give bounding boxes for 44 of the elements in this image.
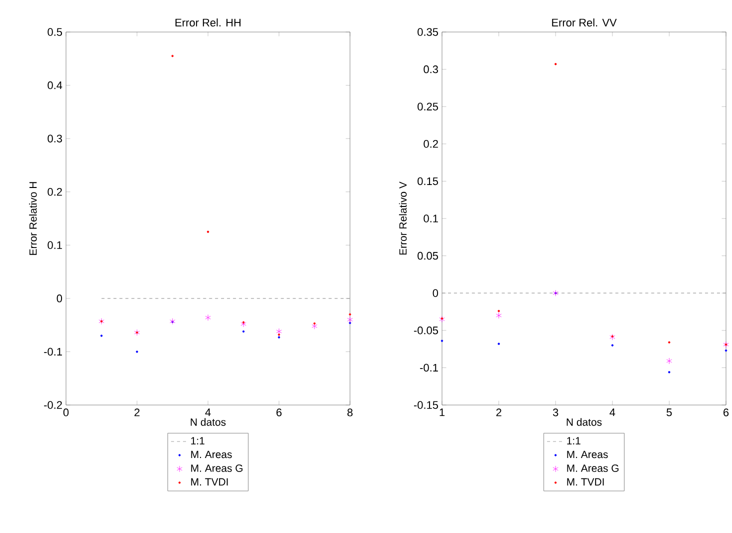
- x-tick-label: 8: [347, 408, 353, 416]
- y-axis-title: Error Relativo V: [398, 182, 407, 255]
- x-tick-label: 2: [496, 408, 502, 416]
- chart-title: Error Rel. VV: [552, 18, 617, 26]
- x-tick-label: 4: [610, 408, 616, 416]
- x-tick-label: 6: [724, 408, 729, 416]
- legend-label: M. Areas: [567, 450, 608, 458]
- x-tick-label: 0: [63, 408, 69, 416]
- y-tick-label: 0.15: [418, 177, 438, 186]
- y-tick-label: 0.1: [48, 241, 62, 250]
- y-tick-label: -0.2: [44, 401, 62, 409]
- x-tick-label: 6: [276, 408, 282, 416]
- y-tick-label: -0.15: [414, 401, 438, 409]
- y-tick-label: 0.05: [418, 252, 438, 260]
- y-tick-label: 0.3: [48, 134, 62, 142]
- x-tick-label: 5: [666, 408, 672, 416]
- y-tick-label: 0.5: [48, 28, 62, 36]
- chart-title: Error Rel. HH: [176, 18, 240, 26]
- legend-label: M. Areas G: [191, 464, 242, 472]
- y-tick-label: 0: [432, 289, 438, 297]
- y-tick-label: 0.1: [424, 214, 438, 222]
- y-tick-label: -0.1: [44, 348, 62, 356]
- x-tick-label: 1: [440, 408, 445, 416]
- legend-label: M. TVDI: [567, 478, 604, 486]
- legend-label: M. Areas: [191, 450, 232, 458]
- legend-label: 1:1: [191, 437, 204, 444]
- y-axis-title: Error Relativo H: [29, 182, 37, 255]
- y-tick-label: 0.35: [418, 28, 438, 36]
- y-tick-label: 0.3: [424, 65, 438, 74]
- y-tick-label: 0.2: [48, 188, 62, 196]
- y-tick-label: 0.25: [418, 102, 438, 110]
- y-tick-label: 0: [56, 294, 62, 302]
- y-tick-label: 0.4: [48, 81, 62, 90]
- x-tick-label: 4: [205, 408, 211, 416]
- legend-label: M. TVDI: [191, 478, 228, 486]
- x-axis-title: N datos: [566, 418, 602, 426]
- y-tick-label: -0.05: [414, 326, 438, 334]
- x-tick-label: 3: [552, 408, 558, 416]
- y-tick-label: -0.1: [420, 364, 438, 372]
- legend-label: M. Areas G: [567, 464, 618, 472]
- y-tick-label: 0.2: [424, 140, 438, 148]
- legend-label: 1:1: [567, 437, 580, 444]
- x-tick-label: 2: [134, 408, 140, 416]
- x-axis-title: N datos: [190, 418, 226, 426]
